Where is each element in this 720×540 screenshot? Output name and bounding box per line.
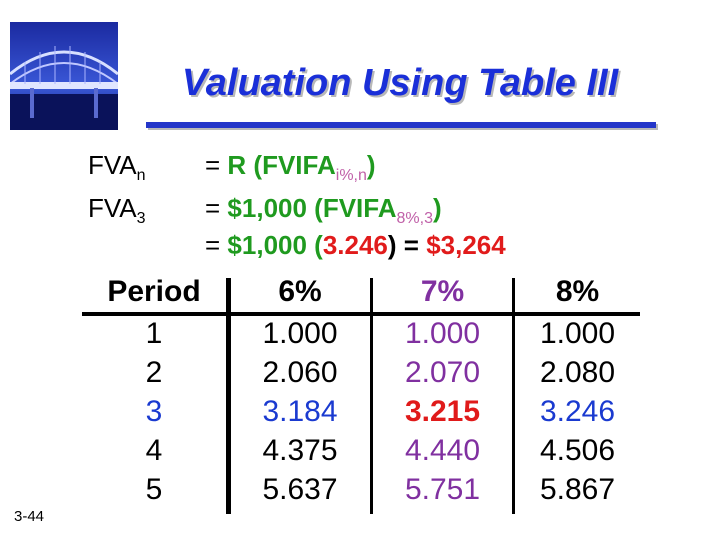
header-rule	[82, 312, 640, 316]
formula-subscript: i%,n	[335, 167, 367, 184]
fvifa-table: Period 1 2 3 4 5 6% 1.000 2.060 3.184 4.…	[82, 272, 640, 517]
slide-number: 3-44	[14, 508, 45, 525]
column-8pct: 8% 1.000 2.080 3.246 4.506 5.867	[515, 272, 640, 509]
cell-8-2: 2.080	[539, 356, 616, 389]
header-8pct: 8%	[555, 275, 600, 308]
column-6pct: 6% 1.000 2.060 3.184 4.375 5.637	[230, 272, 370, 509]
formula-subscript-8: 8%,3	[396, 210, 433, 227]
column-divider-6	[370, 278, 373, 514]
cell-period-4: 4	[145, 434, 163, 467]
cell-period-1: 1	[145, 317, 163, 350]
column-divider-period	[226, 278, 231, 514]
equation-line-2-rhs: = $1,000 (FVIFA8%,3)	[205, 193, 442, 227]
equation-line-3: = $1,000 (3.246) = $3,264	[205, 230, 506, 260]
fva-n-label: FVAn	[88, 150, 146, 184]
cell-6-5: 5.637	[262, 473, 338, 506]
slide-title: Valuation Using Table III	[181, 62, 619, 104]
equation-line-1-rhs: = R (FVIFAi%,n)	[205, 150, 376, 184]
fva-3-label: FVA3	[88, 193, 146, 227]
cell-7-1: 1.000	[404, 317, 481, 350]
cell-8-3: 3.246	[539, 395, 616, 428]
cell-6-3: 3.184	[262, 395, 338, 428]
equation-line-2: FVA3	[88, 193, 146, 228]
cell-7-3: 3.215	[404, 395, 481, 428]
equation-line-1: FVAn	[88, 150, 146, 185]
header-period: Period	[107, 275, 201, 308]
column-7pct: 7% 1.000 2.070 3.215 4.440 5.751	[373, 272, 512, 509]
cell-7-4: 4.440	[404, 434, 481, 467]
header-7pct: 7%	[420, 275, 465, 308]
column-period: Period 1 2 3 4 5	[82, 272, 226, 509]
result-factor: 3.246	[322, 230, 388, 260]
cell-period-2: 2	[145, 356, 163, 389]
cell-7-2: 2.070	[404, 356, 481, 389]
result-value: $3,264	[426, 230, 506, 260]
cell-period-5: 5	[145, 473, 163, 506]
cell-6-2: 2.060	[262, 356, 338, 389]
cell-7-5: 5.751	[404, 473, 481, 506]
cell-8-4: 4.506	[539, 434, 616, 467]
title-underline	[146, 122, 656, 128]
column-divider-7	[512, 278, 515, 514]
header-6pct: 6%	[278, 275, 322, 308]
cell-period-3: 3	[145, 395, 163, 428]
cell-8-5: 5.867	[539, 473, 616, 506]
cell-6-4: 4.375	[262, 434, 338, 467]
formula-r: R (FVIFA	[227, 150, 336, 180]
result-amount: $1,000 (	[227, 230, 323, 260]
formula-amount: $1,000 (FVIFA	[227, 193, 397, 223]
cell-6-1: 1.000	[262, 317, 338, 350]
cell-8-1: 1.000	[539, 317, 616, 350]
bridge-logo	[9, 22, 119, 130]
